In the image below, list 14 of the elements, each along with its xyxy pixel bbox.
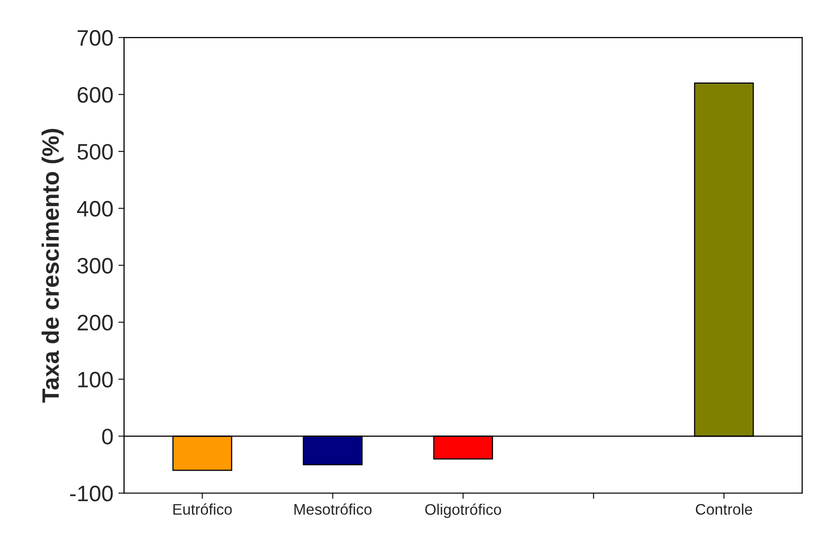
x-tick-label: Mesotrófico — [294, 503, 372, 515]
y-tick-label: -100 — [70, 486, 113, 502]
y-tick-label: 600 — [78, 87, 113, 103]
y-axis-title: Taxa de crescimento (%) — [42, 128, 64, 403]
x-tick-label: Eutrófico — [173, 503, 232, 515]
y-tick-label: 700 — [78, 30, 113, 46]
x-tick-label: Controle — [696, 504, 752, 515]
x-tick-label: Oligotrófico — [425, 504, 502, 518]
y-tick-label: 300 — [77, 258, 113, 274]
y-tick-label: 100 — [78, 372, 113, 388]
y-tick-label: 500 — [77, 144, 113, 160]
y-tick-label: 200 — [78, 314, 113, 331]
y-tick-label: 0 — [102, 428, 113, 444]
y-tick-label: 400 — [77, 200, 113, 217]
